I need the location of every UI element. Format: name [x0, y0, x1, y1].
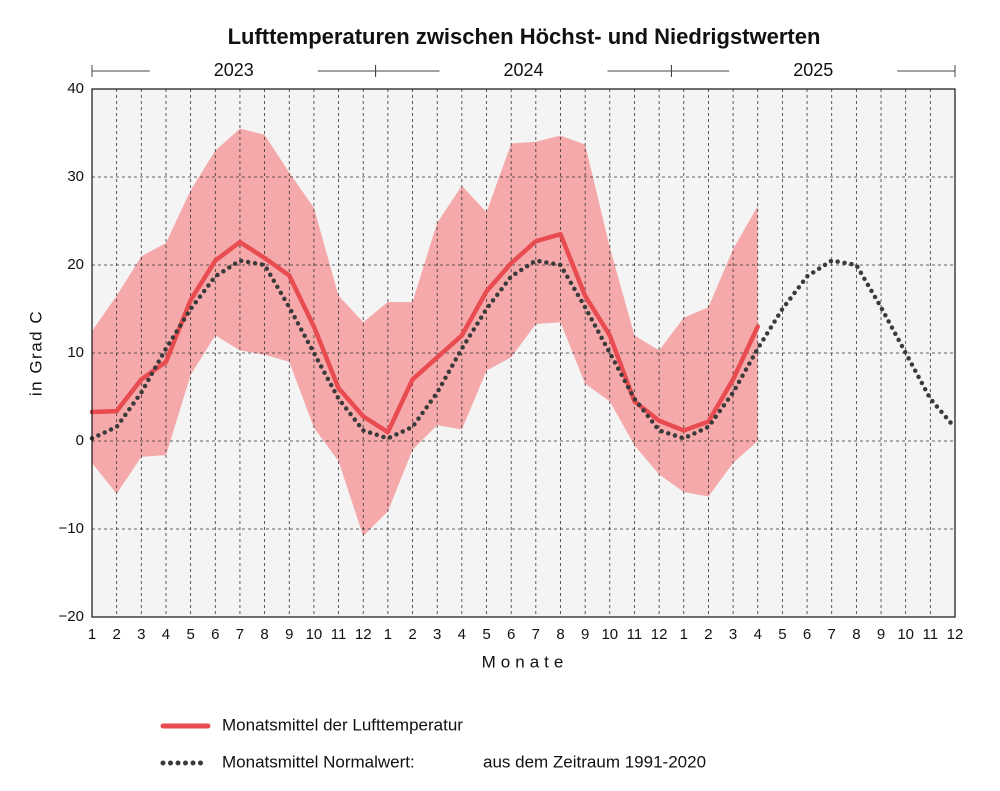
- x-tick-label: 5: [482, 626, 490, 643]
- x-tick-label: 5: [186, 626, 194, 643]
- x-tick-label: 12: [651, 626, 668, 643]
- y-tick-label: 30: [67, 168, 84, 185]
- x-axis-label: Monate: [482, 652, 569, 671]
- x-tick-label: 12: [947, 626, 964, 643]
- year-label: 2023: [214, 60, 254, 80]
- x-tick-label: 8: [852, 626, 860, 643]
- x-tick-label: 7: [236, 626, 244, 643]
- x-tick-label: 6: [507, 626, 515, 643]
- x-tick-label: 9: [285, 626, 293, 643]
- x-tick-label: 2: [408, 626, 416, 643]
- x-tick-label: 6: [803, 626, 811, 643]
- legend-note: aus dem Zeitraum 1991-2020: [483, 752, 706, 771]
- year-label: 2025: [793, 60, 833, 80]
- min-max-band: [92, 128, 758, 537]
- y-tick-label: 0: [76, 432, 84, 449]
- y-tick-label: 10: [67, 344, 84, 361]
- x-tick-label: 3: [433, 626, 441, 643]
- year-label: 2024: [503, 60, 543, 80]
- x-tick-label: 8: [260, 626, 268, 643]
- y-tick-label: 20: [67, 256, 84, 273]
- legend-label: Monatsmittel der Lufttemperatur: [222, 715, 463, 734]
- x-tick-label: 1: [88, 626, 96, 643]
- x-tick-label: 11: [627, 626, 643, 643]
- x-tick-label: 2: [704, 626, 712, 643]
- x-tick-label: 10: [601, 626, 618, 643]
- x-tick-label: 1: [384, 626, 392, 643]
- y-tick-label: −10: [59, 520, 84, 537]
- x-tick-label: 2: [112, 626, 120, 643]
- x-tick-label: 3: [729, 626, 737, 643]
- x-tick-label: 4: [458, 626, 466, 643]
- x-tick-label: 12: [355, 626, 372, 643]
- x-tick-label: 1: [680, 626, 688, 643]
- x-tick-label: 4: [754, 626, 762, 643]
- x-tick-label: 6: [211, 626, 219, 643]
- x-tick-label: 8: [556, 626, 564, 643]
- y-tick-label: −20: [59, 608, 84, 625]
- plot-border: [91, 88, 956, 618]
- series-line: [89, 231, 760, 435]
- x-tick-label: 9: [877, 626, 885, 643]
- x-tick-label: 10: [897, 626, 914, 643]
- series-line: [89, 258, 958, 441]
- x-tick-label: 7: [532, 626, 540, 643]
- x-tick-label: 5: [778, 626, 786, 643]
- y-axis-label: in Grad C: [26, 310, 45, 396]
- x-tick-label: 4: [162, 626, 170, 643]
- legend-label: Monatsmittel Normalwert:: [222, 752, 415, 771]
- chart-title: Lufttemperaturen zwischen Höchst- und Ni…: [228, 24, 821, 49]
- x-tick-label: 7: [828, 626, 836, 643]
- x-tick-label: 3: [137, 626, 145, 643]
- x-tick-label: 11: [331, 626, 347, 643]
- x-tick-label: 10: [306, 626, 323, 643]
- y-tick-label: 40: [67, 80, 84, 97]
- x-tick-label: 9: [581, 626, 589, 643]
- x-tick-label: 11: [923, 626, 939, 643]
